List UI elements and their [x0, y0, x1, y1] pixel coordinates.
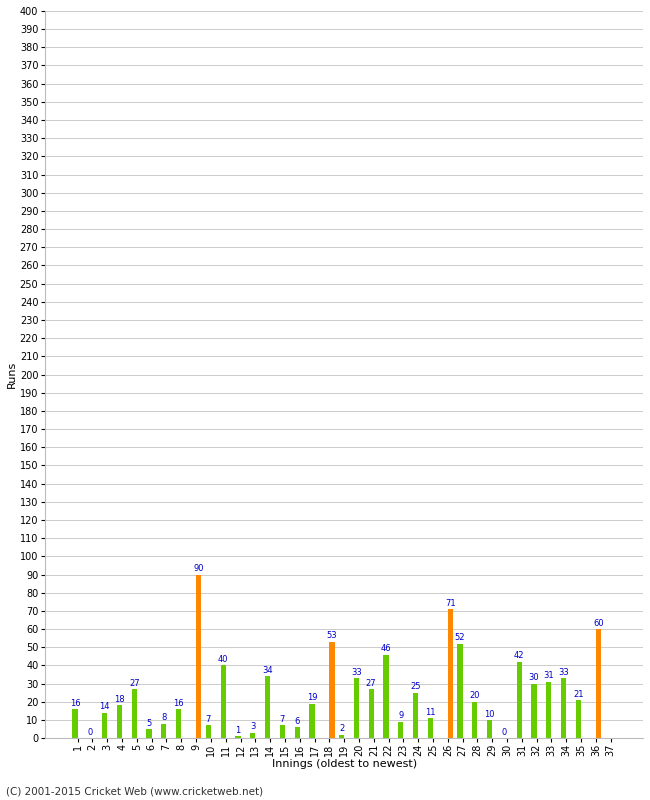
Bar: [72, 709, 77, 738]
Text: 10: 10: [484, 710, 495, 718]
Bar: [117, 706, 122, 738]
Bar: [413, 693, 418, 738]
Text: 0: 0: [87, 728, 92, 737]
Text: 8: 8: [161, 714, 166, 722]
Bar: [384, 654, 389, 738]
Bar: [448, 609, 453, 738]
Bar: [235, 737, 240, 738]
Text: 9: 9: [398, 711, 404, 721]
Bar: [330, 642, 335, 738]
Y-axis label: Runs: Runs: [7, 361, 17, 388]
Text: 31: 31: [543, 671, 554, 681]
Text: 40: 40: [218, 655, 228, 664]
Bar: [458, 644, 463, 738]
Text: 27: 27: [129, 678, 140, 688]
Bar: [196, 574, 202, 738]
Text: 7: 7: [280, 715, 285, 724]
Bar: [339, 734, 344, 738]
Text: 5: 5: [146, 718, 151, 728]
Text: 3: 3: [250, 722, 255, 731]
Bar: [532, 684, 537, 738]
Bar: [596, 629, 601, 738]
Text: 21: 21: [573, 690, 584, 698]
Text: 34: 34: [262, 666, 273, 675]
Text: 46: 46: [381, 644, 391, 653]
Text: 2: 2: [339, 724, 345, 733]
Bar: [161, 724, 166, 738]
Text: 6: 6: [294, 717, 300, 726]
Text: 53: 53: [327, 631, 337, 641]
Bar: [561, 678, 566, 738]
Bar: [102, 713, 107, 738]
Bar: [546, 682, 551, 738]
Bar: [294, 727, 300, 738]
Text: 14: 14: [99, 702, 110, 711]
Text: 71: 71: [445, 598, 456, 608]
Text: 30: 30: [528, 674, 539, 682]
Text: 33: 33: [558, 668, 569, 677]
Text: 27: 27: [366, 678, 376, 688]
Bar: [398, 722, 404, 738]
Bar: [250, 733, 255, 738]
Text: 11: 11: [425, 708, 436, 717]
Bar: [517, 662, 522, 738]
Bar: [309, 704, 315, 738]
Text: 52: 52: [455, 634, 465, 642]
Text: 33: 33: [351, 668, 362, 677]
Text: 20: 20: [469, 691, 480, 701]
Bar: [473, 702, 478, 738]
Bar: [220, 666, 226, 738]
Bar: [487, 720, 492, 738]
Text: 18: 18: [114, 695, 125, 704]
Bar: [176, 709, 181, 738]
Text: 1: 1: [235, 726, 240, 735]
Text: (C) 2001-2015 Cricket Web (www.cricketweb.net): (C) 2001-2015 Cricket Web (www.cricketwe…: [6, 786, 264, 796]
Text: 60: 60: [593, 618, 604, 628]
Text: 90: 90: [194, 564, 204, 573]
X-axis label: Innings (oldest to newest): Innings (oldest to newest): [272, 759, 417, 769]
Text: 7: 7: [205, 715, 211, 724]
Text: 19: 19: [307, 694, 317, 702]
Bar: [354, 678, 359, 738]
Text: 0: 0: [502, 728, 507, 737]
Bar: [280, 726, 285, 738]
Text: 16: 16: [70, 698, 81, 708]
Bar: [428, 718, 433, 738]
Text: 16: 16: [174, 698, 184, 708]
Text: 25: 25: [410, 682, 421, 691]
Text: 42: 42: [514, 651, 525, 661]
Bar: [369, 689, 374, 738]
Bar: [146, 729, 151, 738]
Bar: [576, 700, 581, 738]
Bar: [132, 689, 137, 738]
Bar: [206, 726, 211, 738]
Bar: [265, 677, 270, 738]
